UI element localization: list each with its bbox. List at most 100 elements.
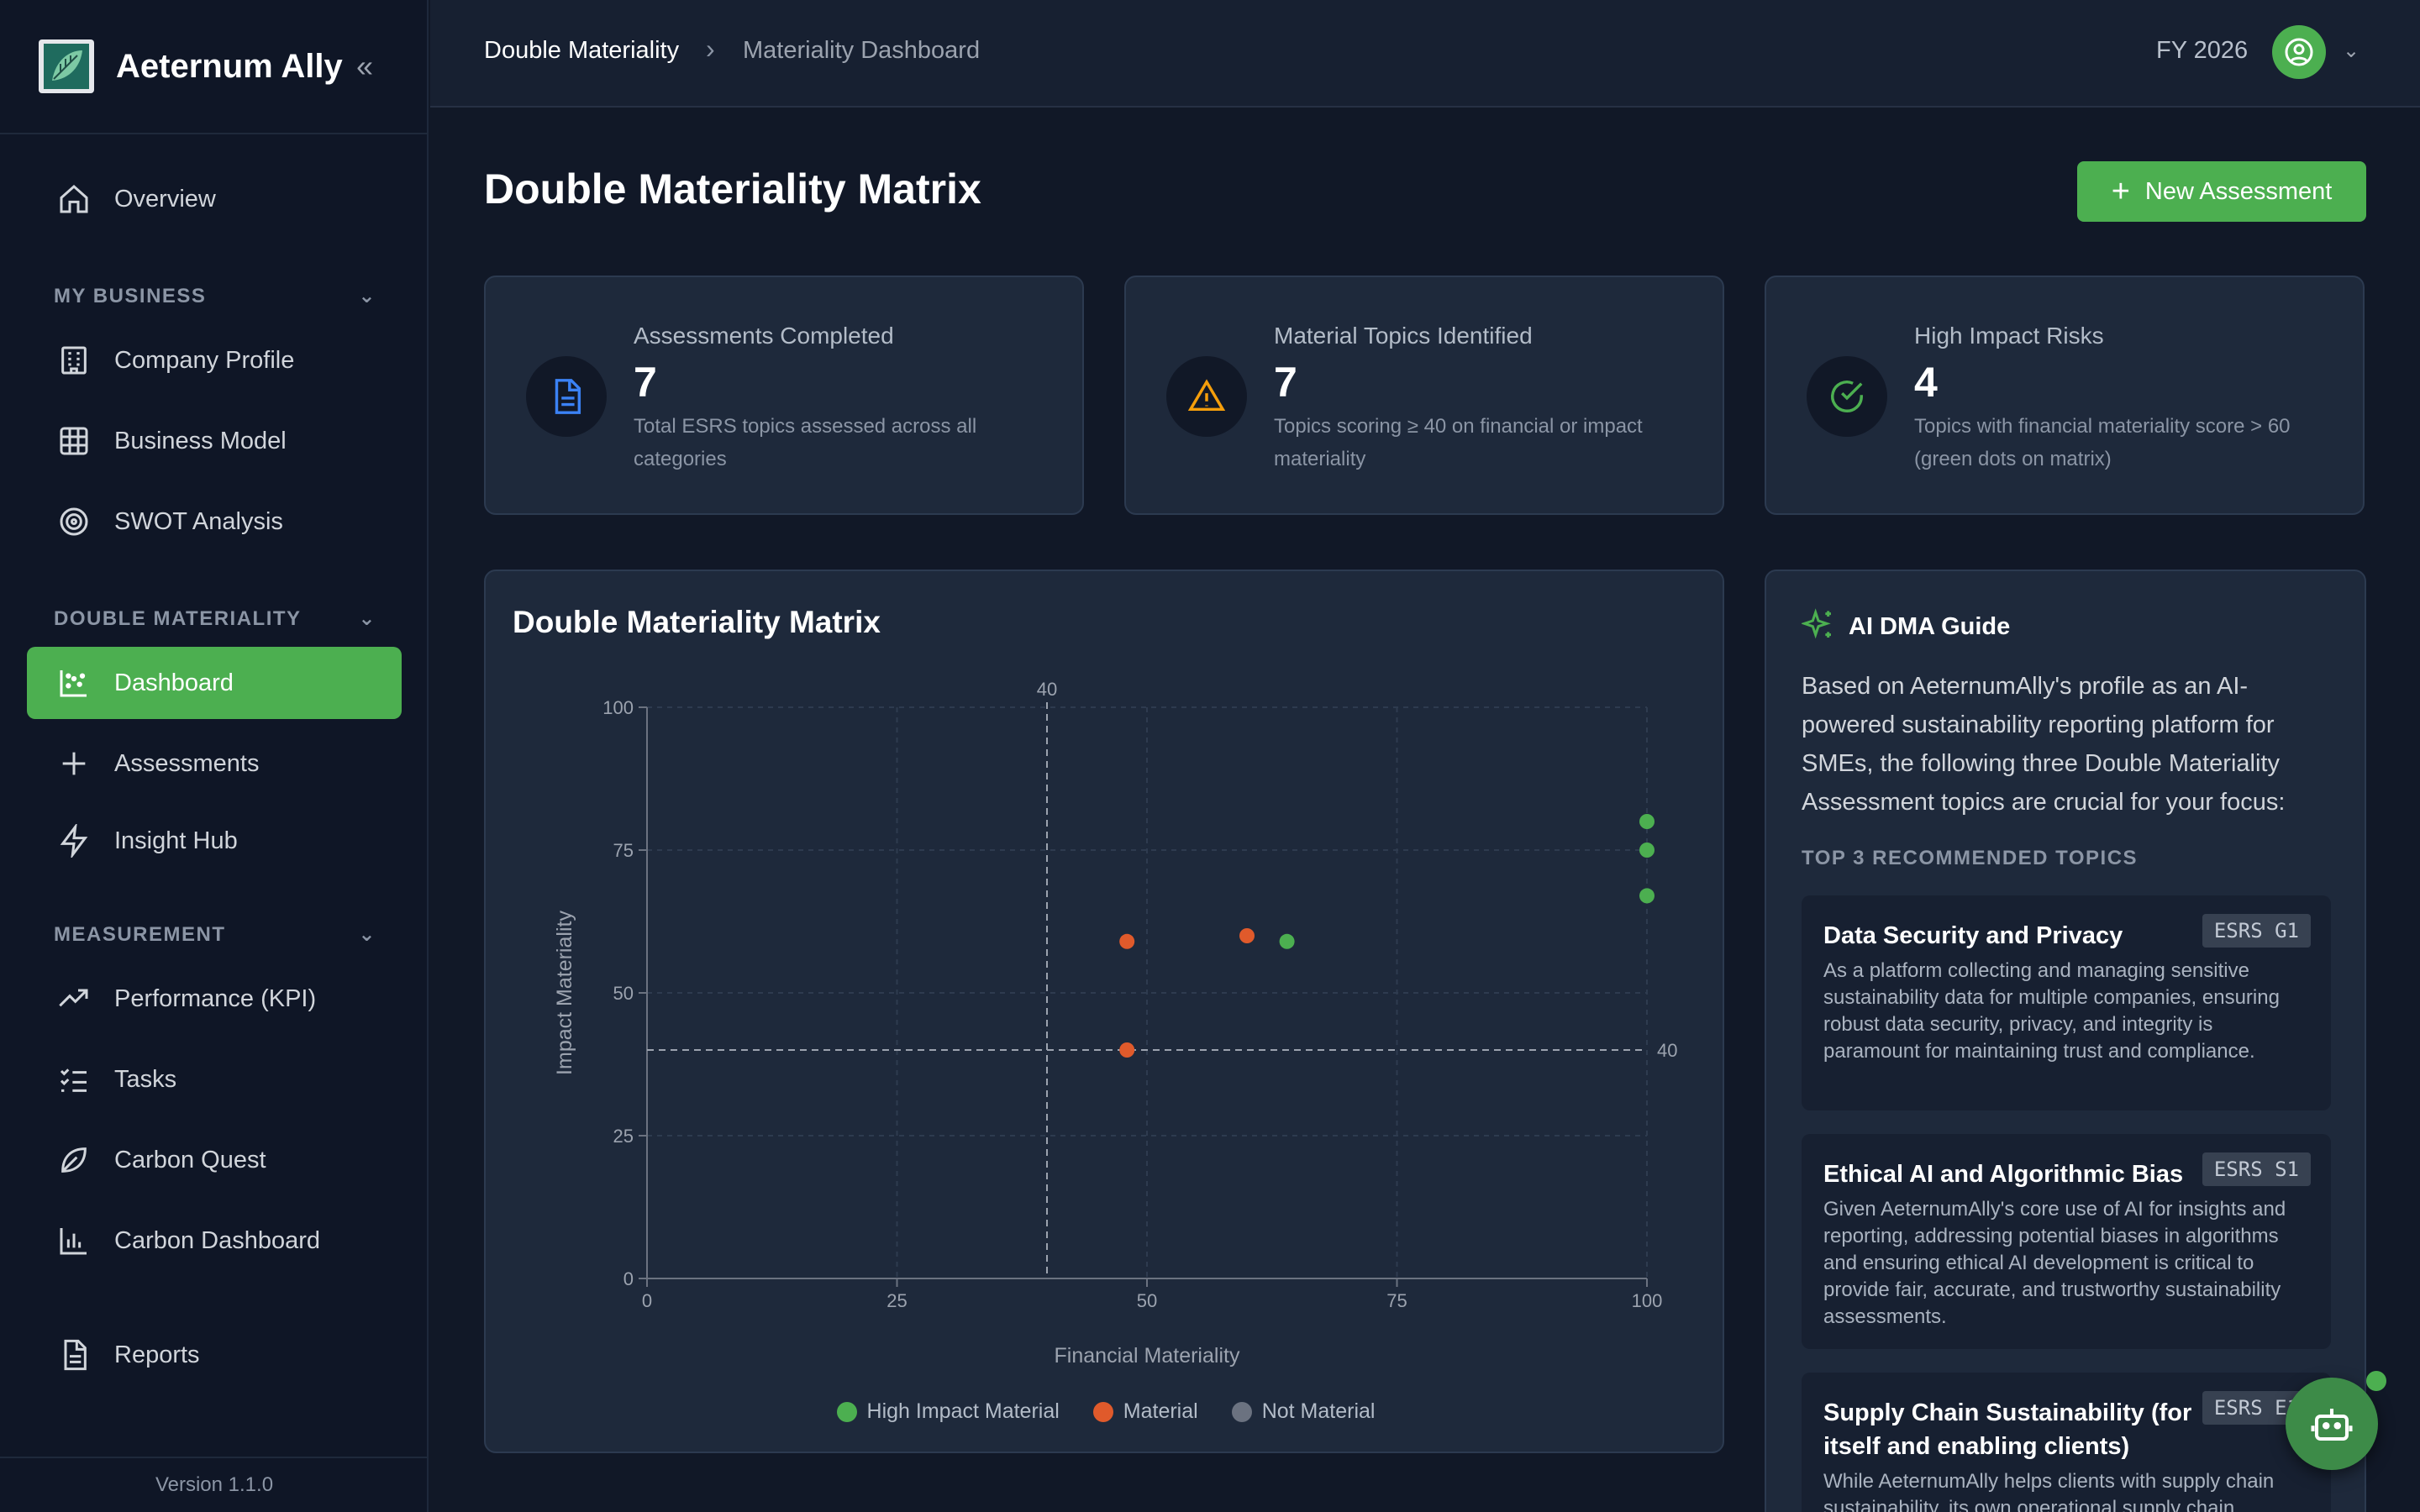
chart-legend: High Impact Material Material Not Materi… [486,1399,1726,1424]
guide-title: AI DMA Guide [1849,613,2011,640]
nav-overview-label: Overview [114,185,216,213]
ai-assistant-button[interactable] [2286,1378,2378,1470]
guide-intro: Based on AeternumAlly's profile as an AI… [1802,673,2286,816]
legend-item[interactable]: Not Material [1231,1399,1376,1424]
nav-label: Assessments [114,749,260,777]
page-title: Double Materiality Matrix [484,165,981,213]
fiscal-year-selector[interactable]: FY 2026 [2156,37,2249,64]
x-tick-label: 100 [1632,1290,1663,1311]
guide-header: AI DMA Guide [1800,608,2011,646]
collapse-sidebar-icon[interactable]: « [356,49,374,83]
data-point [1279,933,1295,949]
nav-company-profile[interactable]: Company Profile [27,324,402,396]
stat-card-assessments: Assessments Completed 7 Total ESRS topic… [484,276,1084,515]
topic-description: While AeternumAlly helps clients with su… [1823,1470,2275,1512]
top-bar: Double Materiality › Materiality Dashboa… [430,0,2420,108]
stat-title: High Impact Risks [1914,323,2104,349]
nav-carbon-dashboard[interactable]: Carbon Dashboard [27,1205,402,1277]
nav-swot-analysis[interactable]: SWOT Analysis [27,486,402,558]
stat-title: Assessments Completed [634,323,894,349]
x-tick-label: 50 [1137,1290,1157,1311]
app-name: Aeternum Ally [116,47,343,85]
recommended-topic[interactable]: Supply Chain Sustainability (for itself … [1802,1373,2331,1512]
topic-name: Data Security and Privacy [1823,922,2123,949]
checklist-icon [55,1061,92,1098]
x-tick-label: 0 [642,1290,652,1311]
nav-business-model[interactable]: Business Model [27,405,402,477]
nav-dashboard[interactable]: Dashboard [27,647,402,719]
home-icon [55,181,92,218]
plus-icon: + [2111,174,2130,209]
stat-description: Total ESRS topics assessed across all ca… [634,415,977,470]
ai-dma-guide-card: AI DMA Guide Based on AeternumAlly's pro… [1765,570,2366,1512]
y-tick-label: 100 [602,697,634,718]
nav-reports[interactable]: Reports [27,1319,402,1391]
nav-label: Tasks [114,1065,177,1093]
breadcrumb-current: Materiality Dashboard [743,37,981,64]
stat-title: Material Topics Identified [1274,323,1533,349]
chevron-down-icon: ⌄ [358,285,376,307]
chevron-right-icon: › [706,34,715,64]
nav-assessments[interactable]: Assessments [27,727,402,800]
leaf-icon [55,1142,92,1179]
y-axis-label: Impact Materiality [553,911,576,1075]
section-double-materiality[interactable]: DOUBLE MATERIALITY ⌄ [54,606,376,631]
y-tick-label: 0 [623,1268,634,1289]
stat-value: 7 [1274,359,1297,406]
nav-label: SWOT Analysis [114,507,283,535]
sidebar: Aeternum Ally « Overview MY BUSINESS ⌄ C… [0,0,429,1512]
y-tick-label: 50 [613,983,634,1004]
brand: Aeternum Ally « [0,0,427,134]
legend-label: High Impact Material [866,1399,1060,1423]
bar-chart-icon [55,1222,92,1259]
data-point [1119,1042,1135,1058]
topic-description: As a platform collecting and managing se… [1823,959,2280,1063]
stat-card-high-impact: High Impact Risks 4 Topics with financia… [1765,276,2365,515]
recommended-topic[interactable]: Ethical AI and Algorithmic Bias ESRS S1 … [1802,1134,2331,1349]
legend-label: Not Material [1261,1399,1376,1423]
materiality-matrix-card: Double Materiality Matrix 0 0 25 25 50 50 75 75… [484,570,1724,1453]
scatter-chart-icon [55,664,92,701]
chevron-down-icon[interactable]: ⌄ [2343,39,2360,62]
check-circle-icon [1807,356,1887,437]
user-avatar[interactable] [2272,25,2326,79]
legend-item[interactable]: High Impact Material [836,1399,1060,1424]
nav-label: Performance (KPI) [114,984,317,1012]
nav-label: Carbon Dashboard [114,1226,321,1254]
stat-value: 4 [1914,359,1938,406]
section-measurement[interactable]: MEASUREMENT ⌄ [54,922,376,947]
stat-card-material-topics: Material Topics Identified 7 Topics scor… [1124,276,1724,515]
topic-description: Given AeternumAlly's core use of AI for … [1823,1198,2286,1328]
app-version: Version 1.1.0 [0,1457,429,1512]
recommended-topic[interactable]: Data Security and Privacy ESRS G1 As a p… [1802,895,2331,1110]
legend-item[interactable]: Material [1092,1399,1198,1424]
new-assessment-button[interactable]: + New Assessment [2077,161,2366,222]
topic-name: Ethical AI and Algorithmic Bias [1823,1161,2184,1188]
nav-carbon-quest[interactable]: Carbon Quest [27,1124,402,1196]
nav-performance-kpi[interactable]: Performance (KPI) [27,963,402,1035]
nav-label: Company Profile [114,346,295,374]
section-title: DOUBLE MATERIALITY [54,606,302,630]
nav-label: Insight Hub [114,827,238,854]
breadcrumb-parent[interactable]: Double Materiality [484,37,680,64]
lightning-icon [55,822,92,859]
trending-up-icon [55,980,92,1017]
legend-swatch [1092,1401,1113,1422]
threshold-label-x: 40 [1037,679,1057,700]
nav-label: Carbon Quest [114,1146,266,1173]
document-icon [526,356,607,437]
target-icon [55,503,92,540]
nav-insight-hub[interactable]: Insight Hub [27,805,402,877]
building-icon [55,342,92,379]
nav-tasks[interactable]: Tasks [27,1043,402,1116]
section-title: MEASUREMENT [54,922,226,946]
user-circle-icon [2285,38,2313,66]
data-point [1639,843,1655,858]
section-my-business[interactable]: MY BUSINESS ⌄ [54,284,376,308]
new-assessment-label: New Assessment [2144,177,2333,205]
x-tick-label: 75 [1386,1290,1407,1311]
nav-label: Business Model [114,427,287,454]
grid-icon [55,423,92,459]
online-status-dot [2366,1371,2386,1391]
nav-overview[interactable]: Overview [27,163,402,235]
